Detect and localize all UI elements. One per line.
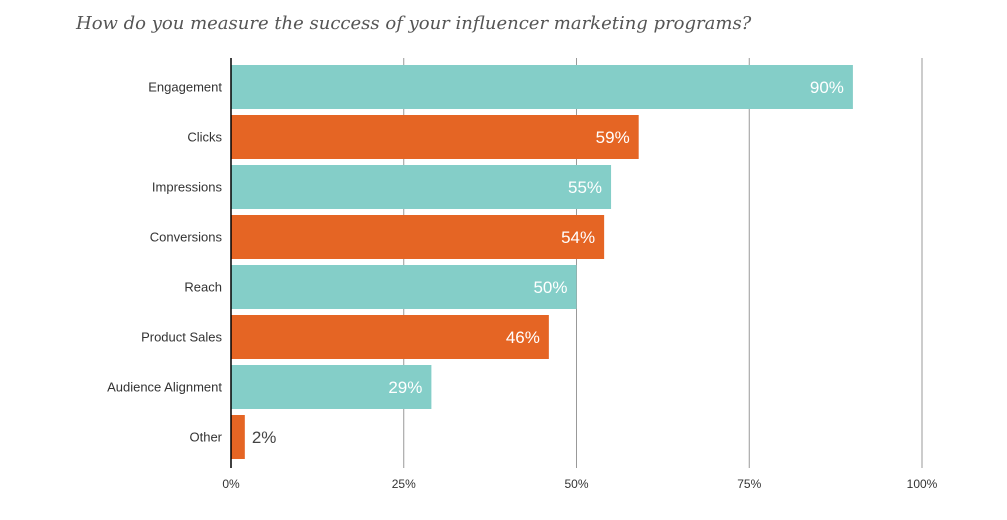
bar-product-sales bbox=[231, 315, 549, 359]
category-label: Engagement bbox=[148, 80, 222, 95]
data-label: 2% bbox=[252, 428, 277, 447]
bar-audience-alignment bbox=[231, 365, 432, 409]
data-label: 55% bbox=[568, 178, 602, 197]
chart-title: How do you measure the success of your i… bbox=[76, 13, 752, 34]
data-label: 46% bbox=[506, 328, 540, 347]
x-tick-label: 75% bbox=[737, 477, 761, 491]
data-label: 54% bbox=[561, 228, 595, 247]
bar-conversions bbox=[231, 215, 605, 259]
category-label: Other bbox=[189, 430, 222, 445]
category-label: Impressions bbox=[152, 180, 223, 195]
bar-clicks bbox=[231, 115, 639, 159]
bar-reach bbox=[231, 265, 577, 309]
category-label: Product Sales bbox=[141, 330, 222, 345]
bar-engagement bbox=[231, 65, 853, 109]
bar-impressions bbox=[231, 165, 612, 209]
x-tick-label: 50% bbox=[564, 477, 588, 491]
data-label: 29% bbox=[388, 378, 422, 397]
x-tick-label: 0% bbox=[222, 477, 240, 491]
data-label: 90% bbox=[810, 78, 844, 97]
category-label: Conversions bbox=[150, 230, 223, 245]
category-label: Clicks bbox=[187, 130, 222, 145]
x-tick-label: 100% bbox=[907, 477, 938, 491]
category-label: Reach bbox=[184, 280, 222, 295]
category-label: Audience Alignment bbox=[107, 380, 222, 395]
data-label: 59% bbox=[596, 128, 630, 147]
data-label: 50% bbox=[533, 278, 567, 297]
bar-other bbox=[231, 415, 245, 459]
x-tick-label: 25% bbox=[392, 477, 416, 491]
